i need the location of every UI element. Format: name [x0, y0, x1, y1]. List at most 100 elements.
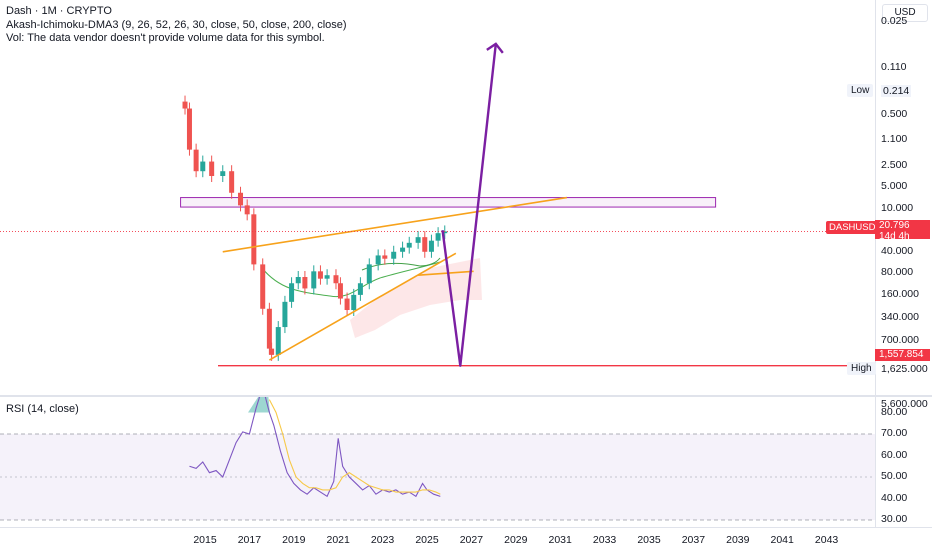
chart-legend: Dash · 1M · CRYPTO Akash-Ichimoku-DMA3 (… [6, 5, 347, 46]
rsi-tick-label: 50.00 [881, 470, 908, 482]
time-tick-label: 2019 [282, 534, 306, 546]
rsi-tick-label: 80.00 [881, 405, 908, 418]
candle [260, 264, 266, 309]
time-tick-label: 2029 [504, 534, 528, 546]
candle [317, 271, 323, 279]
rsi-overbought-fill [248, 391, 270, 413]
time-tick-label: 2015 [193, 534, 217, 546]
bar-countdown: 14d 4h [879, 230, 910, 242]
time-tick-label: 2037 [681, 534, 706, 546]
time-tick-label: 2023 [370, 534, 395, 546]
candle [186, 108, 192, 150]
candle [193, 149, 199, 172]
time-tick-label: 2031 [548, 534, 572, 546]
main-chart-pane[interactable] [0, 0, 875, 395]
candle [422, 237, 428, 252]
candle [238, 192, 244, 206]
time-tick-label: 2041 [770, 534, 794, 546]
price-tick-label: 5.000 [881, 180, 908, 193]
candle [182, 101, 188, 109]
candle [415, 237, 421, 243]
price-tick-label: 0.025 [881, 15, 908, 28]
time-tick-label: 2033 [592, 534, 617, 546]
candle [282, 301, 288, 328]
rsi-tick-label: 40.00 [881, 491, 908, 504]
candle [337, 283, 343, 299]
candle [266, 308, 272, 349]
candle [357, 283, 363, 295]
low-value: 0.214 [881, 85, 912, 97]
trendline [418, 270, 474, 277]
candle [333, 275, 339, 284]
candle [344, 298, 350, 310]
candle [391, 251, 397, 259]
low-label: Low [847, 84, 874, 97]
high-label: High [847, 362, 876, 375]
price-tick-label: 5,600.000 [881, 398, 928, 411]
price-tick-label: 2.500 [881, 158, 908, 171]
rsi-tick-label: 30.00 [881, 513, 908, 525]
price-tick-label: 10.000 [881, 201, 914, 214]
price-tick-label: 40.000 [881, 244, 914, 257]
currency-button[interactable]: USD [882, 4, 928, 22]
last-price: 20.796 [879, 220, 910, 231]
time-tick-label: 2039 [726, 534, 750, 546]
projection-arrowhead [486, 42, 504, 54]
trendline [222, 196, 567, 253]
high-value: 1,625.000 [881, 363, 928, 375]
candle [406, 242, 412, 248]
last-price-tag: 20.796 14d 4h [875, 220, 930, 242]
time-tick-label: 2027 [459, 534, 484, 546]
rsi-pane[interactable] [0, 384, 875, 527]
legend-volume: Vol: The data vendor doesn't provide vol… [6, 32, 325, 44]
candle [289, 283, 295, 302]
legend-symbol[interactable]: Dash · 1M · CRYPTO [6, 5, 112, 17]
price-tick-label: 0.110 [881, 61, 907, 74]
price-tick-label: 0.500 [881, 108, 908, 121]
candle [442, 231, 448, 234]
level-price-tag: 1,557.854 [875, 349, 930, 361]
candle [209, 161, 215, 177]
rsi-ma-line [268, 399, 441, 495]
candle [311, 271, 317, 289]
candle [275, 327, 281, 355]
price-chart[interactable] [0, 0, 875, 395]
candle [244, 205, 250, 215]
candle [351, 294, 357, 310]
candle [375, 255, 381, 265]
candle [435, 233, 441, 241]
price-tick-label: 700.000 [881, 333, 919, 346]
candle [302, 277, 308, 289]
time-tick-label: 2021 [326, 534, 350, 546]
rsi-chart[interactable] [0, 384, 875, 527]
resistance-zone [180, 197, 717, 208]
rsi-tick-label: 60.00 [881, 448, 908, 461]
symbol-tag: DASHUSD [826, 221, 879, 234]
candle [382, 255, 388, 259]
rsi-tick-label: 70.00 [881, 427, 908, 439]
pane-separator[interactable] [0, 395, 932, 397]
candle [428, 240, 434, 252]
candle [366, 264, 372, 284]
trendline [268, 252, 457, 361]
time-tick-label: 2035 [637, 534, 661, 546]
candle [324, 275, 330, 279]
time-tick-label: 2017 [237, 534, 262, 546]
time-tick-label: 2043 [814, 534, 839, 546]
candle [269, 348, 275, 355]
price-tick-label: 160.000 [881, 287, 919, 300]
time-axis[interactable] [0, 527, 932, 551]
candle [251, 214, 257, 265]
price-tick-label: 1.100 [881, 133, 908, 145]
candle [229, 171, 235, 193]
legend-indicator[interactable]: Akash-Ichimoku-DMA3 (9, 26, 52, 26, 30, … [6, 18, 347, 31]
candle [295, 277, 301, 284]
price-axis[interactable] [875, 0, 932, 527]
rsi-legend[interactable]: RSI (14, close) [6, 403, 79, 415]
candle [220, 171, 226, 177]
price-tick-label: 80.000 [881, 266, 914, 279]
candle [200, 161, 206, 172]
price-tick-label: 340.000 [881, 311, 919, 324]
time-tick-label: 2025 [415, 534, 439, 546]
projection-path [441, 43, 498, 367]
